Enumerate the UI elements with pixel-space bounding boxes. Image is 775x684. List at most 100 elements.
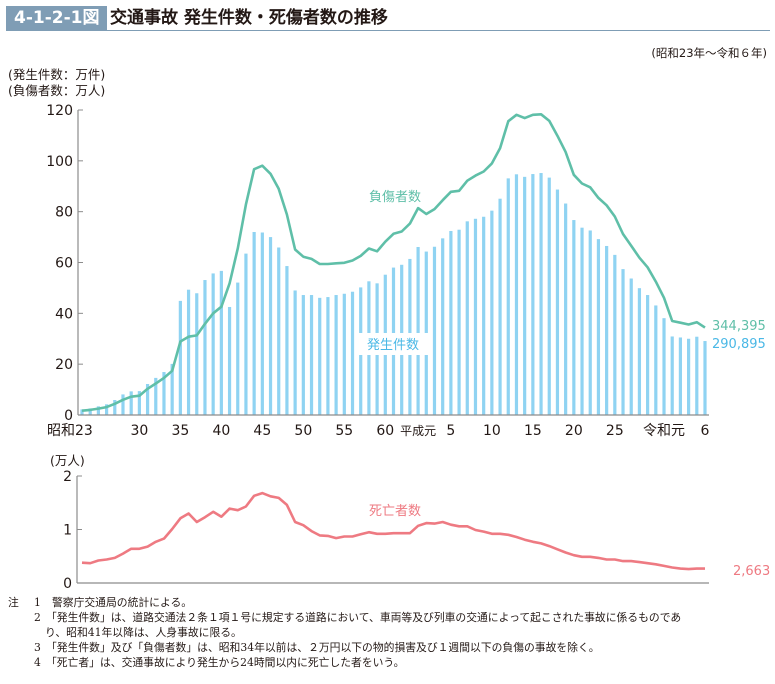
unit-label-deaths: (万人) — [50, 453, 85, 468]
cases-bar — [227, 306, 232, 415]
x-tick-label: 45 — [253, 423, 271, 439]
cases-bar — [219, 270, 223, 415]
injured-line — [81, 113, 706, 412]
cases-bar — [506, 178, 510, 415]
cases-bar — [170, 363, 174, 415]
cases-bar — [268, 237, 273, 415]
cases-bar — [80, 409, 84, 415]
cases-bar — [293, 290, 297, 415]
deaths-y-tick-label: 1 — [63, 523, 72, 539]
cases-bar — [178, 300, 182, 415]
cases-bar — [121, 394, 125, 415]
cases-bar — [588, 230, 592, 415]
deaths-chart: 0 1 2 死亡者数 2,663 — [63, 470, 770, 590]
x-tick-label: 10 — [483, 423, 501, 439]
cases-bar — [96, 406, 100, 415]
cases-bar — [326, 297, 330, 415]
note-text-continued: り、昭和41年以降は、人身事故に限る。 — [45, 626, 242, 639]
x-tick-label: 6 — [701, 423, 710, 439]
cases-bar — [416, 246, 420, 415]
cases-bar — [473, 218, 478, 415]
cases-bar — [531, 174, 535, 415]
unit-label-injured: (負傷者数：万人) — [8, 83, 106, 98]
cases-bar — [621, 269, 625, 415]
cases-bar — [490, 210, 494, 415]
note-text: 「発生件数」は、道路交通法２条１項１号に規定する道路において、車両等及び列車の交… — [46, 611, 682, 624]
y-tick-label: 0 — [64, 408, 73, 424]
x-tick-label: 昭和23 — [47, 423, 93, 439]
cases-bar — [318, 297, 322, 415]
cases-bar — [309, 295, 314, 415]
note-number: 2 — [34, 611, 41, 624]
y-tick-label: 40 — [55, 306, 73, 322]
deaths-y-tick-label: 2 — [63, 470, 72, 485]
cases-bar — [342, 293, 346, 415]
cases-bar — [498, 198, 502, 415]
cases-bar — [629, 278, 633, 415]
figure-number: 4-1-2-1図 — [6, 6, 108, 30]
cases-bar — [449, 230, 453, 415]
cases-bar — [137, 391, 141, 415]
x-tick-label: 20 — [565, 423, 583, 439]
cases-bar — [186, 289, 191, 415]
x-tick-label: 35 — [171, 423, 189, 439]
cases-bar — [195, 293, 199, 415]
cases-bar — [301, 295, 305, 415]
y-tick-label: 80 — [55, 205, 73, 221]
x-tick-label: 50 — [294, 423, 312, 439]
cases-bar — [441, 238, 445, 415]
x-tick-label: 25 — [606, 423, 624, 439]
x-tick-label: 55 — [335, 423, 353, 439]
cases-bar — [514, 174, 519, 415]
y-tick-label: 60 — [55, 256, 73, 272]
cases-bar — [547, 177, 551, 415]
cases-bar — [154, 377, 158, 415]
cases-bar — [260, 232, 264, 415]
cases-bar — [465, 221, 469, 415]
cases-series-label: 発生件数 — [367, 338, 419, 353]
cases-bar — [162, 372, 166, 415]
deaths-line — [81, 491, 705, 571]
cases-bar — [605, 245, 609, 415]
cases-bar — [145, 383, 150, 415]
cases-bar — [236, 282, 240, 415]
note-mark: 注 — [8, 596, 19, 609]
cases-bar — [334, 295, 338, 415]
main-chart: 0 20 40 60 80 100 120 昭和23 30 35 40 45 50 55 60 平成元 5 10… — [46, 103, 766, 439]
cases-bar — [539, 173, 543, 415]
figure-header: 4-1-2-1図 交通事故 発生件数・死傷者数の推移 — [6, 6, 770, 31]
x-tick-label: 15 — [524, 423, 542, 439]
cases-bar — [482, 216, 486, 415]
deaths-series-label: 死亡者数 — [369, 504, 421, 519]
note-text: 「死亡者」は、交通事故により発生から24時間以内に死亡した者をいう。 — [46, 656, 405, 669]
cases-bar — [687, 338, 691, 415]
cases-bar — [564, 203, 568, 415]
x-tick-label: 60 — [376, 423, 394, 439]
y-tick-label: 20 — [55, 357, 73, 373]
x-tick-label: 平成元 — [400, 424, 436, 438]
cases-bar — [572, 220, 576, 415]
period-label: (昭和23年〜令和６年) — [651, 46, 767, 60]
note-number: 1 — [34, 596, 41, 609]
y-tick-label: 100 — [46, 154, 73, 170]
note-text: 「発生件数」及び「負傷者数」は、昭和34年以前は、２万円以下の物的損害及び１週間… — [46, 641, 600, 654]
deaths-y-tick-label: 0 — [63, 576, 72, 590]
cases-bar — [678, 337, 683, 415]
cases-bar — [129, 391, 133, 415]
y-tick-label: 120 — [46, 103, 73, 119]
figure-title: 交通事故 発生件数・死傷者数の推移 — [110, 8, 388, 28]
cases-bar — [596, 239, 601, 415]
cases-end-value: 290,895 — [712, 337, 766, 352]
cases-bar — [88, 408, 92, 415]
x-tick-label: 5 — [446, 423, 455, 439]
x-tick-label: 30 — [130, 423, 148, 439]
cases-bar — [670, 336, 674, 415]
injured-end-value: 344,395 — [712, 319, 766, 334]
cases-bar — [457, 229, 461, 415]
deaths-end-value: 2,663 — [733, 564, 770, 579]
x-tick-label: 令和元 — [643, 423, 685, 439]
cases-bar — [252, 232, 256, 415]
x-tick-label: 40 — [212, 423, 230, 439]
cases-bar — [523, 176, 527, 415]
cases-bar — [613, 254, 617, 415]
